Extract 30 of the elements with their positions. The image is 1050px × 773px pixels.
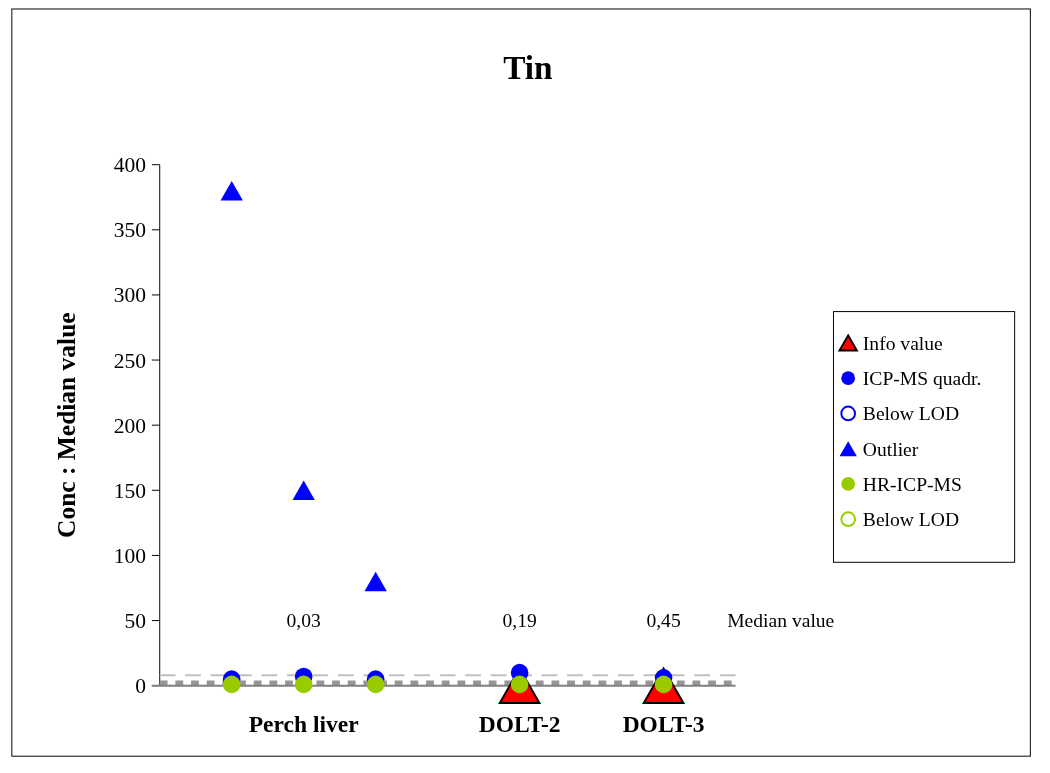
y-tick-label: 100: [113, 543, 147, 568]
legend-label: HR-ICP-MS: [862, 473, 962, 495]
y-tick-label: 150: [113, 478, 147, 503]
point: [292, 480, 315, 500]
x-tick-label: Perch liver: [248, 710, 359, 737]
point: [364, 571, 387, 592]
legend-label: Outlier: [862, 438, 919, 460]
legend-label: Below LOD: [862, 509, 960, 531]
legend-label: ICP-MS quadr.: [862, 368, 982, 390]
x-tick-label: DOLT-3: [622, 710, 705, 737]
point: [366, 675, 385, 694]
y-tick-label: 250: [113, 348, 147, 373]
legend-label: Below LOD: [862, 403, 960, 425]
x-tick-label: DOLT-2: [478, 710, 561, 737]
annotation: 0,45: [646, 610, 681, 632]
y-tick-label: 0: [135, 674, 147, 699]
legend-label: Info value: [862, 332, 944, 354]
y-tick-label: 300: [113, 283, 147, 308]
chart-title: Tin: [503, 48, 553, 86]
annotation: 0,03: [286, 610, 322, 632]
y-tick-label: 350: [113, 218, 147, 243]
point: [294, 675, 313, 694]
annotation: Median value: [727, 610, 835, 632]
point: [222, 675, 241, 694]
point: [220, 181, 243, 201]
y-tick-label: 400: [113, 153, 147, 178]
annotation: 0,19: [502, 610, 537, 632]
y-tick-label: 200: [113, 413, 147, 438]
y-tick-label: 50: [124, 609, 147, 634]
y-axis-title: Conc : Median value: [51, 312, 81, 538]
